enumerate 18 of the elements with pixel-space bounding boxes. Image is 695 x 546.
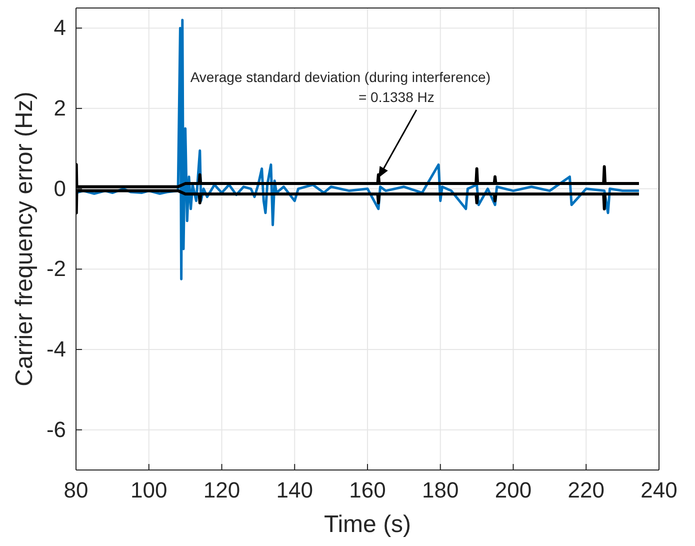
x-tick-label: 240 [640,478,678,503]
x-tick-label: 140 [276,478,313,503]
x-tick-label: 200 [494,478,532,503]
annotation: Average standard deviation (during interference) = 0.1338 Hz [190,68,491,105]
x-tick-label: 220 [568,478,604,503]
y-axis-title: Carrier frequency error (Hz) [11,92,38,386]
x-tick-label: 100 [130,478,168,503]
x-tick-label: 180 [422,478,459,503]
y-tick-label: 0 [54,176,66,201]
y-tick-label: 4 [54,15,66,40]
x-tick-label: 160 [349,478,386,503]
x-tick-label: 120 [203,478,240,503]
y-tick-label: -4 [46,336,66,362]
y-tick-label: -6 [46,416,66,442]
x-tick-label: 80 [64,478,88,503]
x-axis-title: Time (s) [324,511,412,538]
y-tick-label: 2 [54,95,66,120]
y-tick-label: -2 [46,256,66,282]
